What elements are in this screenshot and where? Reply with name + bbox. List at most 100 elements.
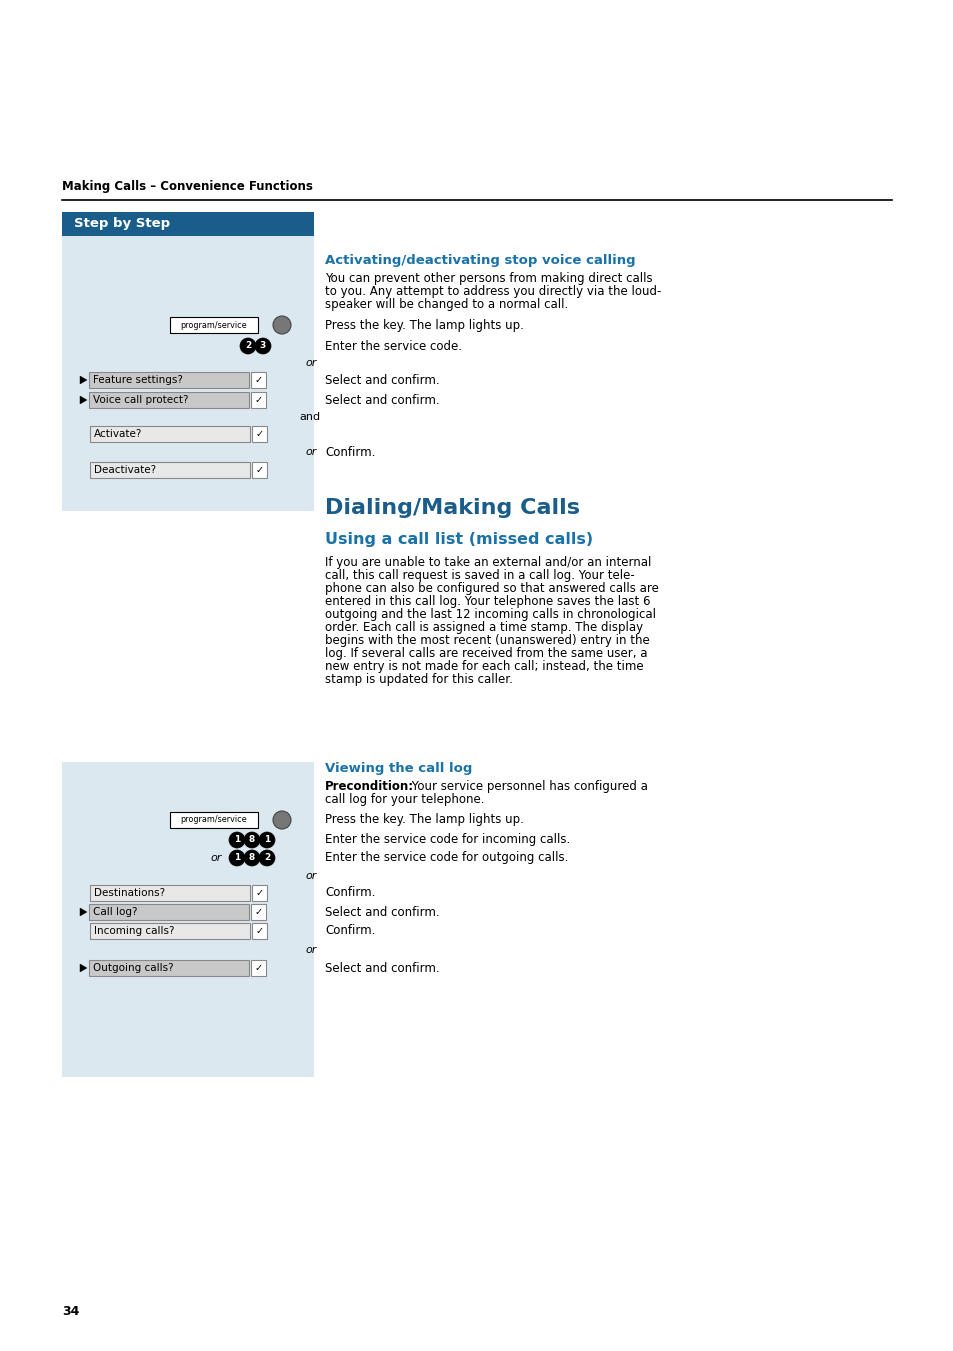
Circle shape <box>258 850 274 866</box>
Circle shape <box>244 832 260 848</box>
Circle shape <box>229 832 245 848</box>
Text: 8: 8 <box>249 854 254 862</box>
Text: Using a call list (missed calls): Using a call list (missed calls) <box>325 532 593 547</box>
Text: Viewing the call log: Viewing the call log <box>325 762 472 775</box>
Text: Making Calls – Convenience Functions: Making Calls – Convenience Functions <box>62 180 313 193</box>
Text: stamp is updated for this caller.: stamp is updated for this caller. <box>325 673 513 686</box>
Text: and: and <box>298 412 320 422</box>
Text: Press the key. The lamp lights up.: Press the key. The lamp lights up. <box>325 319 523 331</box>
Text: Confirm.: Confirm. <box>325 886 375 900</box>
Text: or: or <box>305 871 316 881</box>
Text: Select and confirm.: Select and confirm. <box>325 962 439 974</box>
Text: Deactivate?: Deactivate? <box>94 465 156 476</box>
Text: Dialing/Making Calls: Dialing/Making Calls <box>325 499 579 517</box>
Text: You can prevent other persons from making direct calls: You can prevent other persons from makin… <box>325 272 652 285</box>
Text: or: or <box>305 358 316 367</box>
Text: 3: 3 <box>259 342 266 350</box>
Text: or: or <box>305 944 316 955</box>
FancyBboxPatch shape <box>89 904 249 920</box>
Text: Call log?: Call log? <box>92 907 137 917</box>
Text: Select and confirm.: Select and confirm. <box>325 373 439 386</box>
Text: Outgoing calls?: Outgoing calls? <box>92 963 173 973</box>
Text: new entry is not made for each call; instead, the time: new entry is not made for each call; ins… <box>325 661 643 673</box>
Circle shape <box>240 338 255 354</box>
Text: Confirm.: Confirm. <box>325 924 375 938</box>
FancyBboxPatch shape <box>89 961 249 975</box>
Circle shape <box>273 811 291 830</box>
Text: begins with the most recent (unanswered) entry in the: begins with the most recent (unanswered)… <box>325 634 649 647</box>
Text: call log for your telephone.: call log for your telephone. <box>325 793 484 807</box>
FancyBboxPatch shape <box>252 462 267 478</box>
Text: 1: 1 <box>264 835 270 844</box>
Polygon shape <box>80 908 87 916</box>
Text: Press the key. The lamp lights up.: Press the key. The lamp lights up. <box>325 813 523 827</box>
Text: Activate?: Activate? <box>94 430 142 439</box>
Text: ✓: ✓ <box>255 925 264 936</box>
FancyBboxPatch shape <box>252 923 267 939</box>
Text: 8: 8 <box>249 835 254 844</box>
Text: 2: 2 <box>264 854 270 862</box>
FancyBboxPatch shape <box>89 392 249 408</box>
Circle shape <box>254 338 271 354</box>
Text: order. Each call is assigned a time stamp. The display: order. Each call is assigned a time stam… <box>325 621 642 634</box>
Text: Select and confirm.: Select and confirm. <box>325 905 439 919</box>
Text: 2: 2 <box>245 342 251 350</box>
FancyBboxPatch shape <box>251 904 266 920</box>
Text: Step by Step: Step by Step <box>74 218 170 231</box>
Text: or: or <box>210 852 221 863</box>
FancyBboxPatch shape <box>62 762 314 1077</box>
Text: ✓: ✓ <box>254 907 263 917</box>
Text: Voice call protect?: Voice call protect? <box>92 394 189 405</box>
Polygon shape <box>80 376 87 384</box>
Text: Your service personnel has configured a: Your service personnel has configured a <box>408 780 647 793</box>
FancyBboxPatch shape <box>90 462 250 478</box>
FancyBboxPatch shape <box>170 812 257 828</box>
Circle shape <box>229 850 245 866</box>
Text: ✓: ✓ <box>254 376 263 385</box>
Text: 1: 1 <box>233 835 240 844</box>
Text: call, this call request is saved in a call log. Your tele-: call, this call request is saved in a ca… <box>325 569 634 582</box>
Text: ✓: ✓ <box>255 465 264 476</box>
Text: ✓: ✓ <box>254 963 263 973</box>
Text: outgoing and the last 12 incoming calls in chronological: outgoing and the last 12 incoming calls … <box>325 608 656 621</box>
Text: ✓: ✓ <box>255 430 264 439</box>
Text: to you. Any attempt to address you directly via the loud-: to you. Any attempt to address you direc… <box>325 285 660 299</box>
Polygon shape <box>80 396 87 404</box>
FancyBboxPatch shape <box>251 392 266 408</box>
Text: entered in this call log. Your telephone saves the last 6: entered in this call log. Your telephone… <box>325 594 650 608</box>
Text: program/service: program/service <box>180 320 247 330</box>
FancyBboxPatch shape <box>90 923 250 939</box>
FancyBboxPatch shape <box>252 885 267 901</box>
FancyBboxPatch shape <box>170 317 257 332</box>
FancyBboxPatch shape <box>90 885 250 901</box>
Text: or: or <box>305 447 316 457</box>
Text: log. If several calls are received from the same user, a: log. If several calls are received from … <box>325 647 647 661</box>
Text: Incoming calls?: Incoming calls? <box>94 925 174 936</box>
FancyBboxPatch shape <box>251 961 266 975</box>
Text: Feature settings?: Feature settings? <box>92 376 183 385</box>
Circle shape <box>258 832 274 848</box>
Text: 1: 1 <box>233 854 240 862</box>
Circle shape <box>244 850 260 866</box>
FancyBboxPatch shape <box>252 426 267 442</box>
Text: program/service: program/service <box>180 816 247 824</box>
Text: ✓: ✓ <box>255 888 264 898</box>
FancyBboxPatch shape <box>251 372 266 388</box>
Text: Activating/deactivating stop voice calling: Activating/deactivating stop voice calli… <box>325 254 635 267</box>
Text: If you are unable to take an external and/or an internal: If you are unable to take an external an… <box>325 557 651 569</box>
FancyBboxPatch shape <box>90 426 250 442</box>
Text: 34: 34 <box>62 1305 79 1319</box>
Text: ✓: ✓ <box>254 394 263 405</box>
Text: Select and confirm.: Select and confirm. <box>325 393 439 407</box>
FancyBboxPatch shape <box>62 212 314 236</box>
Text: speaker will be changed to a normal call.: speaker will be changed to a normal call… <box>325 299 568 311</box>
Text: Enter the service code.: Enter the service code. <box>325 339 461 353</box>
FancyBboxPatch shape <box>62 236 314 511</box>
Text: Precondition:: Precondition: <box>325 780 414 793</box>
Text: Confirm.: Confirm. <box>325 446 375 458</box>
Circle shape <box>273 316 291 334</box>
Text: phone can also be configured so that answered calls are: phone can also be configured so that ans… <box>325 582 659 594</box>
Text: Enter the service code for outgoing calls.: Enter the service code for outgoing call… <box>325 851 568 865</box>
Text: Destinations?: Destinations? <box>94 888 165 898</box>
FancyBboxPatch shape <box>89 372 249 388</box>
